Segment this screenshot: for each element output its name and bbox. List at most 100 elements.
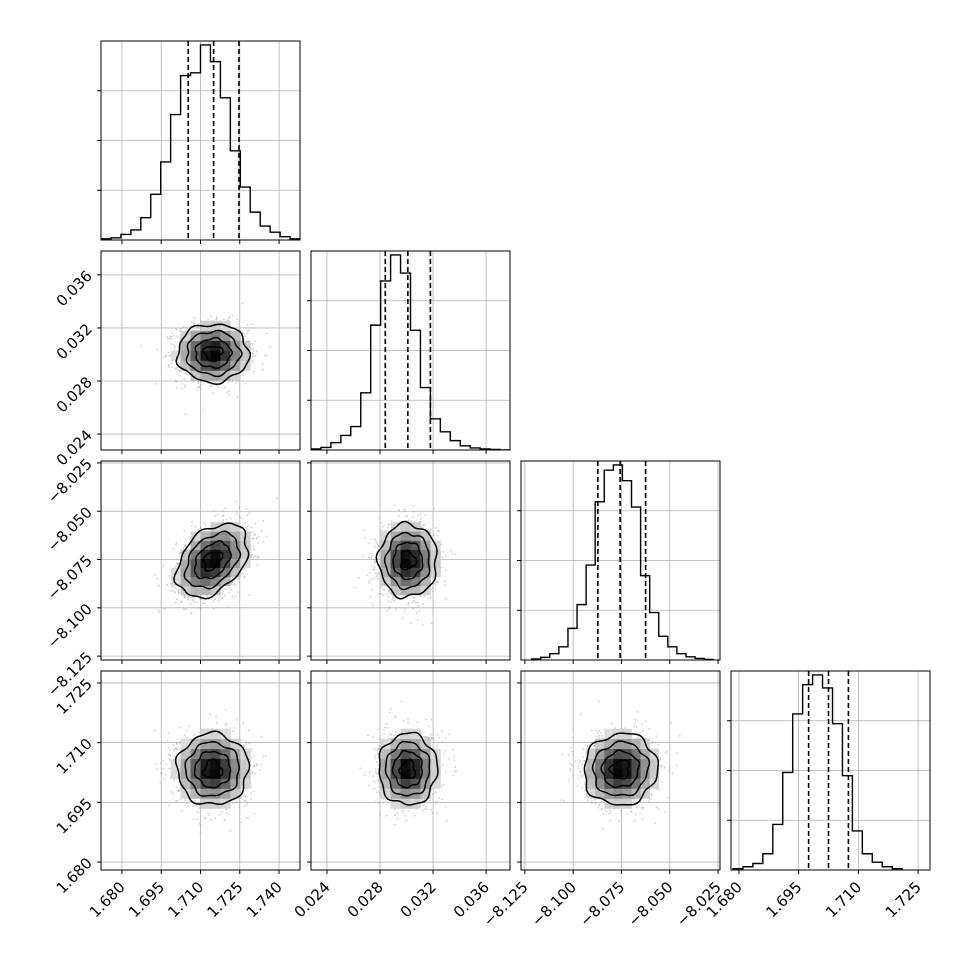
- sample-point: [218, 813, 221, 816]
- density-cell: [180, 360, 191, 371]
- sample-point: [156, 348, 159, 351]
- sample-point: [197, 386, 200, 388]
- sample-point: [387, 526, 390, 529]
- density-cell: [390, 540, 401, 550]
- density-panel-2-0: [100, 460, 301, 661]
- sample-point: [187, 373, 190, 376]
- sample-point: [444, 584, 447, 587]
- sample-point: [450, 549, 452, 552]
- sample-point: [410, 520, 413, 522]
- density-cell: [420, 576, 431, 587]
- sample-point: [377, 578, 379, 580]
- sample-point: [366, 574, 369, 577]
- sample-point: [227, 813, 230, 815]
- density-cell: [200, 540, 211, 550]
- sample-point: [404, 608, 406, 611]
- density-cell: [180, 549, 191, 559]
- sample-point: [229, 517, 232, 520]
- contour-line: [193, 539, 232, 580]
- histogram-panel-3: [727, 670, 931, 871]
- sample-point: [412, 607, 415, 610]
- sample-point: [204, 816, 207, 819]
- sample-point: [159, 762, 162, 765]
- sample-point: [371, 555, 374, 557]
- sample-point: [403, 611, 406, 613]
- density-cell: [220, 522, 231, 532]
- sample-point: [178, 591, 181, 594]
- sample-point: [177, 563, 179, 565]
- sample-point: [184, 596, 187, 599]
- density-cell: [230, 370, 241, 381]
- sample-point: [222, 590, 225, 593]
- sample-point: [228, 591, 230, 594]
- density-cell: [220, 567, 231, 578]
- sample-point: [398, 509, 401, 512]
- sample-point: [375, 575, 378, 578]
- sample-point: [381, 525, 384, 528]
- sample-point: [437, 581, 439, 584]
- sample-point: [380, 529, 383, 531]
- sample-point: [173, 586, 176, 589]
- sample-point: [200, 526, 202, 529]
- sample-point: [442, 550, 444, 553]
- density-cell: [420, 549, 431, 559]
- sample-point: [407, 602, 410, 604]
- sample-point: [224, 723, 227, 726]
- sample-point: [224, 709, 227, 711]
- sample-point: [382, 594, 384, 597]
- sample-point: [404, 515, 407, 518]
- sample-point: [411, 516, 414, 518]
- sample-point: [164, 354, 167, 356]
- sample-point: [232, 730, 234, 733]
- density-cell: [220, 350, 231, 361]
- sample-point: [228, 390, 231, 393]
- sample-point: [240, 821, 243, 824]
- sample-point: [253, 533, 256, 535]
- sample-point: [242, 744, 245, 746]
- density-cell: [410, 549, 421, 559]
- sample-point: [411, 601, 414, 603]
- sample-point: [215, 318, 218, 321]
- density-cell: [210, 558, 221, 569]
- sample-point: [176, 335, 179, 338]
- contour-line: [392, 541, 424, 581]
- histogram-steps: [530, 464, 714, 660]
- density-contents: [101, 461, 300, 660]
- sample-point: [373, 568, 376, 571]
- sample-point: [265, 332, 268, 335]
- sample-point: [429, 528, 432, 530]
- sample-point: [269, 346, 271, 348]
- sample-point: [179, 742, 181, 745]
- sample-point: [188, 537, 191, 540]
- sample-point: [393, 504, 396, 507]
- density-cell: [190, 540, 201, 550]
- sample-point: [206, 595, 209, 598]
- sample-point: [245, 800, 248, 802]
- density-cell: [380, 531, 391, 541]
- sample-point: [178, 370, 181, 373]
- density-cell: [240, 350, 251, 361]
- sample-point: [192, 381, 195, 383]
- sample-point: [419, 517, 422, 520]
- sample-point: [254, 534, 256, 536]
- sample-point: [208, 814, 211, 816]
- sample-point: [215, 722, 218, 724]
- density-cell: [420, 567, 431, 578]
- sample-point: [192, 598, 194, 601]
- density-cell: [400, 558, 411, 569]
- sample-point: [184, 543, 187, 546]
- sample-point: [423, 523, 426, 526]
- sample-point: [201, 383, 204, 386]
- sample-point: [170, 362, 173, 365]
- sample-point: [413, 520, 416, 523]
- sample-point: [251, 348, 254, 350]
- sample-point: [387, 590, 390, 593]
- sample-point: [175, 367, 178, 369]
- sample-point: [223, 594, 226, 597]
- sample-point: [392, 598, 394, 601]
- sample-point: [157, 609, 160, 612]
- density-cell: [210, 576, 221, 587]
- sample-point: [182, 547, 185, 550]
- sample-point: [252, 537, 255, 540]
- sample-point: [216, 514, 219, 516]
